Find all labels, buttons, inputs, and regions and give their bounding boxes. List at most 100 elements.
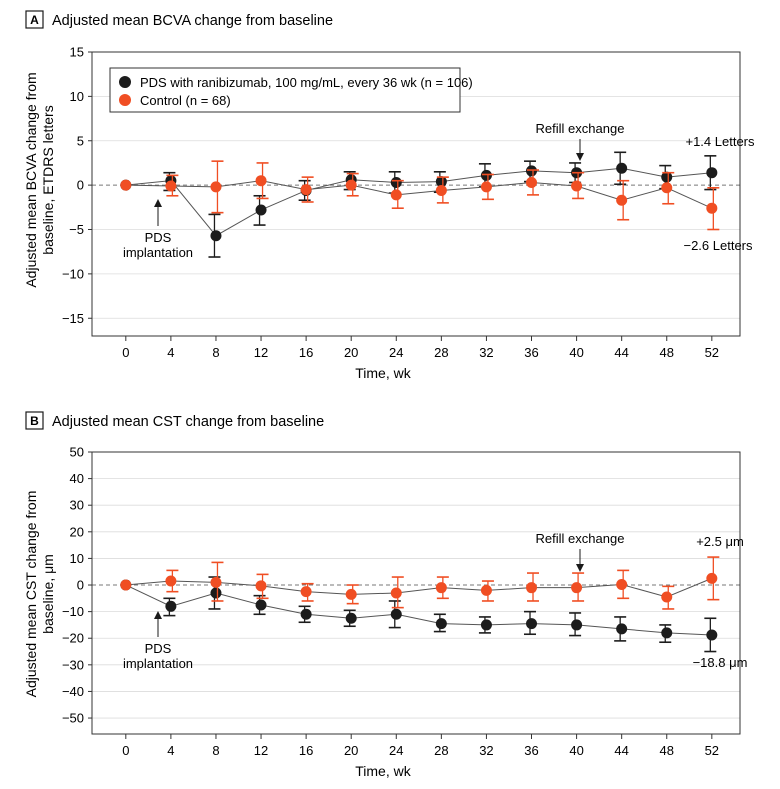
panel-b-x-tick-label: 0 (122, 743, 129, 758)
panel-b-y-tick-label: −20 (62, 631, 84, 646)
panel-a-y-tick-label: −5 (69, 222, 84, 237)
panel-b-pds-point (210, 587, 222, 599)
panel-a-pds-point (255, 204, 267, 216)
panel-b-pds-point (706, 629, 718, 641)
panel-a-pds-point (661, 171, 673, 183)
legend: PDS with ranibizumab, 100 mg/mL, every 3… (109, 67, 473, 113)
panel-b-y-ticks: −50 −40 −30 −20 −10 0 10 20 30 40 50 (62, 445, 92, 726)
panel-a-x-axis-label: Time, wk (355, 365, 411, 381)
panel-b-x-axis-label: Time, wk (355, 763, 411, 779)
panel-b-pds-point (300, 608, 312, 620)
legend-box (109, 67, 461, 113)
panel-b-pds-point (165, 600, 177, 612)
panel-a-y-tick-label: 5 (77, 133, 84, 148)
panel-a-pds-point (390, 176, 402, 188)
panel-a-x-tick-label: 24 (389, 345, 403, 360)
panel-a-control-point (526, 176, 538, 188)
panel-b-x-tick-label: 32 (479, 743, 493, 758)
panel-a-end-label-control: −2.6 Letters (683, 238, 753, 253)
panel-a-x-ticks: 0 4 8 12 16 20 24 28 32 36 40 44 48 52 (122, 336, 719, 360)
panel-a-label: A (30, 13, 39, 27)
panel-a-y-axis-label-line1: Adjusted mean BCVA change from (23, 72, 39, 287)
panel-a-control-point (661, 182, 673, 194)
panel-b-control-point (390, 587, 402, 599)
panel-b-y-tick-label: 20 (70, 524, 84, 539)
panel-b-pds-point (435, 618, 447, 630)
panel-b-control-point (165, 575, 177, 587)
panel-b-end-label-control: +2.5 μm (696, 534, 744, 549)
panel-a-control-point (345, 179, 357, 191)
panel-a-refill-annotation: Refill exchange (536, 121, 625, 136)
panel-b-x-tick-label: 20 (344, 743, 358, 758)
panel-b-y-axis-label-line1: Adjusted mean CST change from (23, 491, 39, 698)
panel-a-x-tick-label: 8 (212, 345, 219, 360)
panel-a-pds-point (435, 176, 447, 188)
legend-entry-control: Control (n = 68) (140, 93, 231, 108)
panel-a-plot-frame (91, 51, 741, 337)
panel-a-y-axis-label-line2: baseline, ETDRS letters (40, 105, 56, 254)
panel-b-pds-point (480, 619, 492, 631)
panel-a-x-tick-label: 40 (569, 345, 583, 360)
panel-a-pds-point (480, 169, 492, 181)
panel-b-x-tick-label: 36 (524, 743, 538, 758)
panel-b-refill-annotation: Refill exchange (536, 531, 625, 546)
panel-a-control-point (706, 202, 718, 214)
panel-b-y-tick-label: −30 (62, 657, 84, 672)
panel-b-pds-point (616, 623, 628, 635)
panel-b-control-point (706, 572, 718, 584)
panel-b-control-line (125, 577, 713, 598)
panel-a-control-point (120, 179, 132, 191)
panel-a: A Adjusted mean BCVA change from baselin… (23, 10, 755, 381)
panel-b-pds-point (571, 619, 583, 631)
panel-b-x-tick-label: 16 (299, 743, 313, 758)
panel-a-y-ticks: −15 −10 −5 0 5 10 15 (62, 45, 92, 326)
panel-a-control-line (125, 180, 713, 209)
panel-b-y-tick-label: −10 (62, 604, 84, 619)
panel-b-x-tick-label: 8 (212, 743, 219, 758)
panel-b-y-tick-label: 30 (70, 498, 84, 513)
panel-b-x-tick-label: 40 (569, 743, 583, 758)
panel-b-x-ticks: 0 4 8 12 16 20 24 28 32 36 40 44 48 52 (122, 734, 719, 758)
panel-b-y-tick-label: −50 (62, 711, 84, 726)
panel-a-control-point (210, 181, 222, 193)
panel-a-x-tick-label: 20 (344, 345, 358, 360)
panel-b-control-point (210, 576, 222, 588)
legend-entry-pds: PDS with ranibizumab, 100 mg/mL, every 3… (140, 75, 473, 90)
panel-b-x-tick-label: 24 (389, 743, 403, 758)
panel-a-pds-annotation-line1: PDS (145, 230, 172, 245)
panel-b-y-tick-label: −40 (62, 684, 84, 699)
panel-b-pds-annotation-line1: PDS (145, 641, 172, 656)
panel-b-title: Adjusted mean CST change from baseline (52, 414, 324, 430)
panel-a-control-point (435, 184, 447, 196)
panel-a-pds-point (616, 162, 628, 174)
panel-b-pds-point (345, 612, 357, 624)
panel-b-plot-frame (91, 451, 741, 735)
panel-b-control-point (571, 582, 583, 594)
panel-a-control-point (571, 180, 583, 192)
panel-b-x-tick-label: 28 (434, 743, 448, 758)
panel-b-pds-point (526, 618, 538, 630)
panel-b-pds-point (255, 599, 267, 611)
panel-b-control-point (435, 582, 447, 594)
panel-b-x-tick-label: 48 (660, 743, 674, 758)
panel-a-x-tick-label: 28 (434, 345, 448, 360)
panel-a-x-tick-label: 4 (167, 345, 174, 360)
panel-b-control-point (616, 578, 628, 590)
panel-a-pds-annotation-line2: implantation (123, 245, 193, 260)
panel-b-x-tick-label: 44 (614, 743, 628, 758)
legend-marker-control (119, 94, 131, 106)
panel-b-control-point (255, 580, 267, 592)
panel-b-y-tick-label: 40 (70, 471, 84, 486)
panel-a-label-box (25, 10, 44, 29)
panel-a-y-tick-label: −10 (62, 266, 84, 281)
panel-b-y-tick-label: 0 (77, 578, 84, 593)
panel-b-control-point (661, 591, 673, 603)
panel-a-title: Adjusted mean BCVA change from baseline (52, 13, 333, 29)
panel-b-end-label-pds: −18.8 μm (693, 655, 748, 670)
panel-b-x-tick-label: 12 (254, 743, 268, 758)
panel-a-pds-line (125, 167, 712, 237)
panel-b-control-point (120, 579, 132, 591)
panel-a-series-control (120, 160, 720, 231)
panel-a-x-tick-label: 48 (660, 345, 674, 360)
panel-b-control-point (300, 586, 312, 598)
